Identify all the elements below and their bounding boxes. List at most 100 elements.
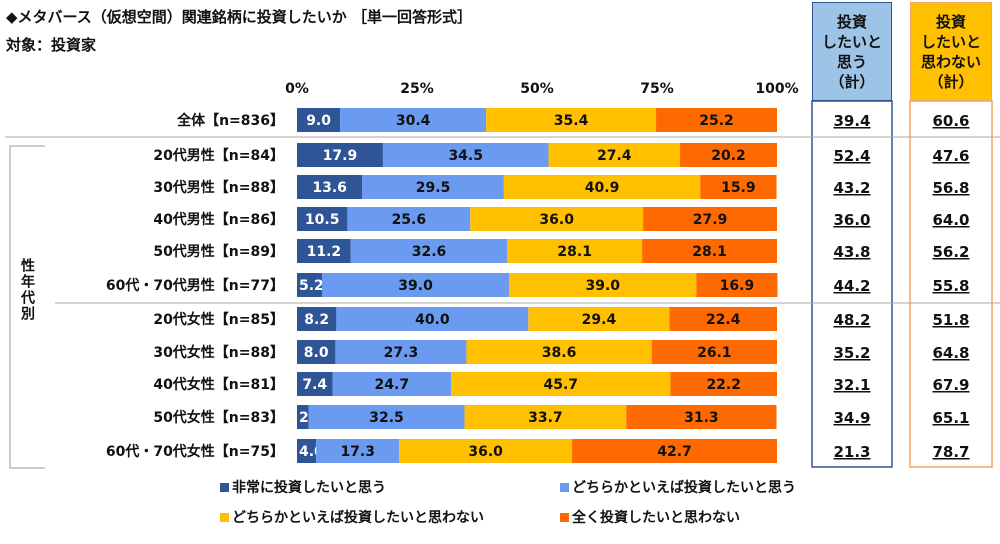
bar-segment	[297, 239, 351, 263]
bar-segment	[470, 207, 644, 231]
data-label: 5.2	[299, 278, 324, 294]
data-label: 25.2	[699, 113, 734, 129]
data-label: 15.9	[721, 180, 756, 196]
want-total-value: 48.2	[833, 311, 870, 329]
data-label: 39.0	[585, 278, 620, 294]
bar-segment	[336, 307, 529, 331]
legend-swatch	[220, 483, 229, 492]
bar-segment	[696, 273, 778, 297]
category-label: 50代女性【n=83】	[153, 409, 284, 426]
bar-segment	[572, 439, 777, 463]
bar-segment	[350, 239, 508, 263]
bar-segment	[509, 273, 697, 297]
not-want-total-value: 60.6	[932, 112, 969, 130]
bar-segment	[297, 108, 341, 132]
bar-segment	[297, 372, 333, 396]
not-want-total-value: 56.2	[932, 243, 969, 261]
data-label: 39.0	[398, 278, 433, 294]
category-label: 40代女性【n=81】	[153, 376, 284, 393]
category-label: 20代男性【n=84】	[153, 147, 284, 164]
bar-segment	[680, 143, 777, 167]
not-want-total-value: 64.8	[932, 344, 969, 362]
data-label: 8.0	[304, 345, 329, 361]
data-label: 25.6	[392, 212, 427, 228]
data-label: 16.9	[720, 278, 755, 294]
group-bracket	[9, 145, 45, 469]
data-label: 28.1	[557, 244, 592, 260]
want-total-value: 39.4	[833, 112, 870, 130]
bar-segment	[297, 340, 336, 364]
data-label: 29.4	[582, 312, 617, 328]
bar-segment	[297, 207, 348, 231]
bar-segment	[451, 372, 671, 396]
bar-segment	[382, 143, 549, 167]
data-label: 29.5	[416, 180, 451, 196]
data-label: 40.0	[415, 312, 450, 328]
data-label: 33.7	[528, 410, 563, 426]
want-total-value: 52.4	[833, 147, 870, 165]
bar-segment	[399, 439, 573, 463]
data-label: 28.1	[692, 244, 727, 260]
data-label: 8.2	[304, 312, 329, 328]
data-label: 27.9	[693, 212, 728, 228]
data-label: 27.3	[384, 345, 419, 361]
not-want-total-value: 51.8	[932, 311, 969, 329]
data-label: 22.4	[706, 312, 741, 328]
not-want-total-value: 67.9	[932, 376, 969, 394]
data-label: 32.6	[412, 244, 447, 260]
header-not-want-total: 投資 したいと 思わない （計）	[910, 2, 992, 101]
legend-swatch	[560, 483, 569, 492]
data-label: 24.7	[375, 377, 410, 393]
not-want-total-value: 64.0	[932, 211, 969, 229]
not-want-total-value: 47.6	[932, 147, 969, 165]
data-label: 35.4	[554, 113, 589, 129]
data-label: 36.0	[539, 212, 574, 228]
category-label: 20代女性【n=85】	[153, 311, 284, 328]
bar-segment	[297, 307, 337, 331]
data-label: 34.5	[448, 148, 483, 164]
category-label: 50代男性【n=89】	[153, 243, 284, 260]
bar-segment	[656, 108, 777, 132]
data-label: 42.7	[657, 444, 692, 460]
data-label: 38.6	[542, 345, 577, 361]
data-label: 9.0	[306, 113, 331, 129]
data-label: 13.6	[312, 180, 347, 196]
data-label: 10.5	[305, 212, 340, 228]
x-tick-label: 25%	[400, 81, 434, 97]
legend-label: どちらかといえば投資したいと思う	[572, 479, 796, 496]
data-label: 31.3	[684, 410, 719, 426]
chart-title: ◆メタバース（仮想空間）関連銘柄に投資したいか ［単一回答形式］	[6, 8, 473, 26]
group-label: 性年代別	[19, 258, 35, 322]
not-want-total-value: 78.7	[932, 443, 969, 461]
bar-segment	[643, 207, 777, 231]
bar-segment	[700, 175, 777, 199]
data-label: 20.2	[711, 148, 746, 164]
not-want-total-value: 56.8	[932, 179, 969, 197]
data-label: 17.9	[323, 148, 358, 164]
bar-segment	[321, 273, 510, 297]
header-want-total: 投資 したいと 思う （計）	[812, 2, 892, 101]
category-label: 40代男性【n=86】	[153, 211, 284, 228]
bar-segment	[297, 143, 383, 167]
legend-label: 全く投資したいと思わない	[571, 509, 740, 526]
want-total-value: 34.9	[833, 409, 870, 427]
data-label: 27.4	[597, 148, 632, 164]
data-label: 36.0	[468, 444, 503, 460]
data-label: 17.3	[340, 444, 375, 460]
bar-segment	[464, 405, 627, 429]
want-total-box	[811, 100, 893, 468]
data-label: 45.7	[543, 377, 578, 393]
bar-segment	[670, 372, 777, 396]
bar-segment	[297, 439, 317, 463]
bar-segment	[332, 372, 452, 396]
data-label: 30.4	[396, 113, 431, 129]
bar-segment	[316, 439, 400, 463]
bar-segment	[297, 175, 363, 199]
bar-segment	[347, 207, 471, 231]
bar-segment	[669, 307, 777, 331]
data-label: 40.9	[585, 180, 620, 196]
data-label: 22.2	[706, 377, 741, 393]
bar-segment	[503, 175, 701, 199]
